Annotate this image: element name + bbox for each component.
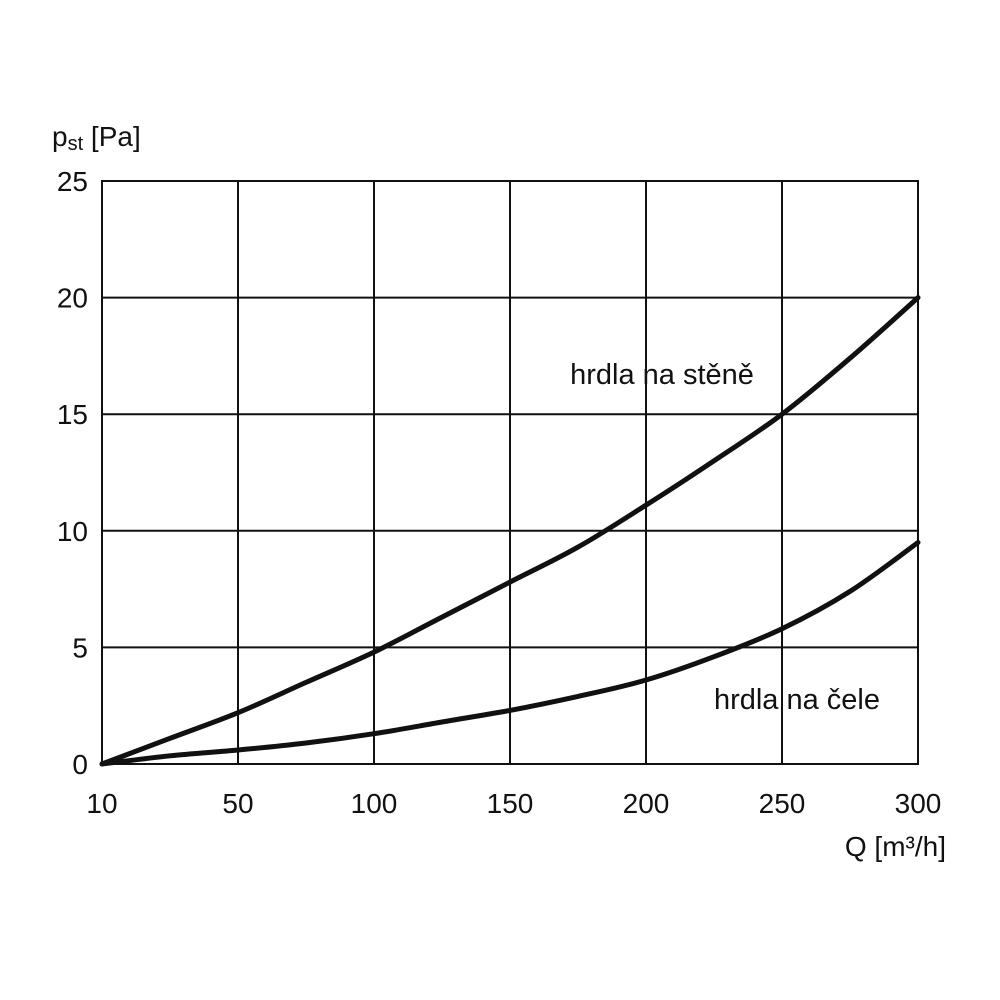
series-line-1 — [99, 295, 921, 767]
x-tick-label: 200 — [623, 788, 670, 819]
x-tick-labels: 10 50 100 150 200 250 300 — [86, 788, 941, 819]
y-tick-label: 20 — [57, 283, 88, 314]
curve-annotation: hrdla na stěně — [570, 359, 754, 391]
x-tick-label: 100 — [351, 788, 398, 819]
x-tick-label: 250 — [759, 788, 806, 819]
y-tick-label: 25 — [57, 166, 88, 197]
y-tick-label: 15 — [57, 399, 88, 430]
y-tick-labels: 0 5 10 15 20 25 — [57, 166, 88, 780]
curve-annotation: hrdla na čele — [714, 684, 880, 716]
series-line-2 — [99, 540, 921, 767]
y-tick-label: 5 — [72, 632, 88, 663]
x-tick-label: 50 — [222, 788, 253, 819]
y-axis-unit: [Pa] — [83, 121, 141, 152]
x-tick-label: 300 — [895, 788, 942, 819]
x-tick-label: 150 — [487, 788, 534, 819]
y-axis-title: pst [Pa] — [52, 121, 141, 155]
curves — [99, 295, 921, 767]
curve-annotations: hrdla na stěně hrdla na čele — [570, 359, 880, 716]
y-tick-label: 0 — [72, 749, 88, 780]
x-axis-title: Q [m³/h] — [845, 831, 946, 862]
plot-frame — [101, 180, 919, 765]
y-axis-subscript: st — [68, 133, 84, 155]
y-tick-label: 10 — [57, 516, 88, 547]
y-axis-symbol: p — [52, 121, 68, 152]
grid — [101, 180, 919, 765]
x-tick-label: 10 — [86, 788, 117, 819]
